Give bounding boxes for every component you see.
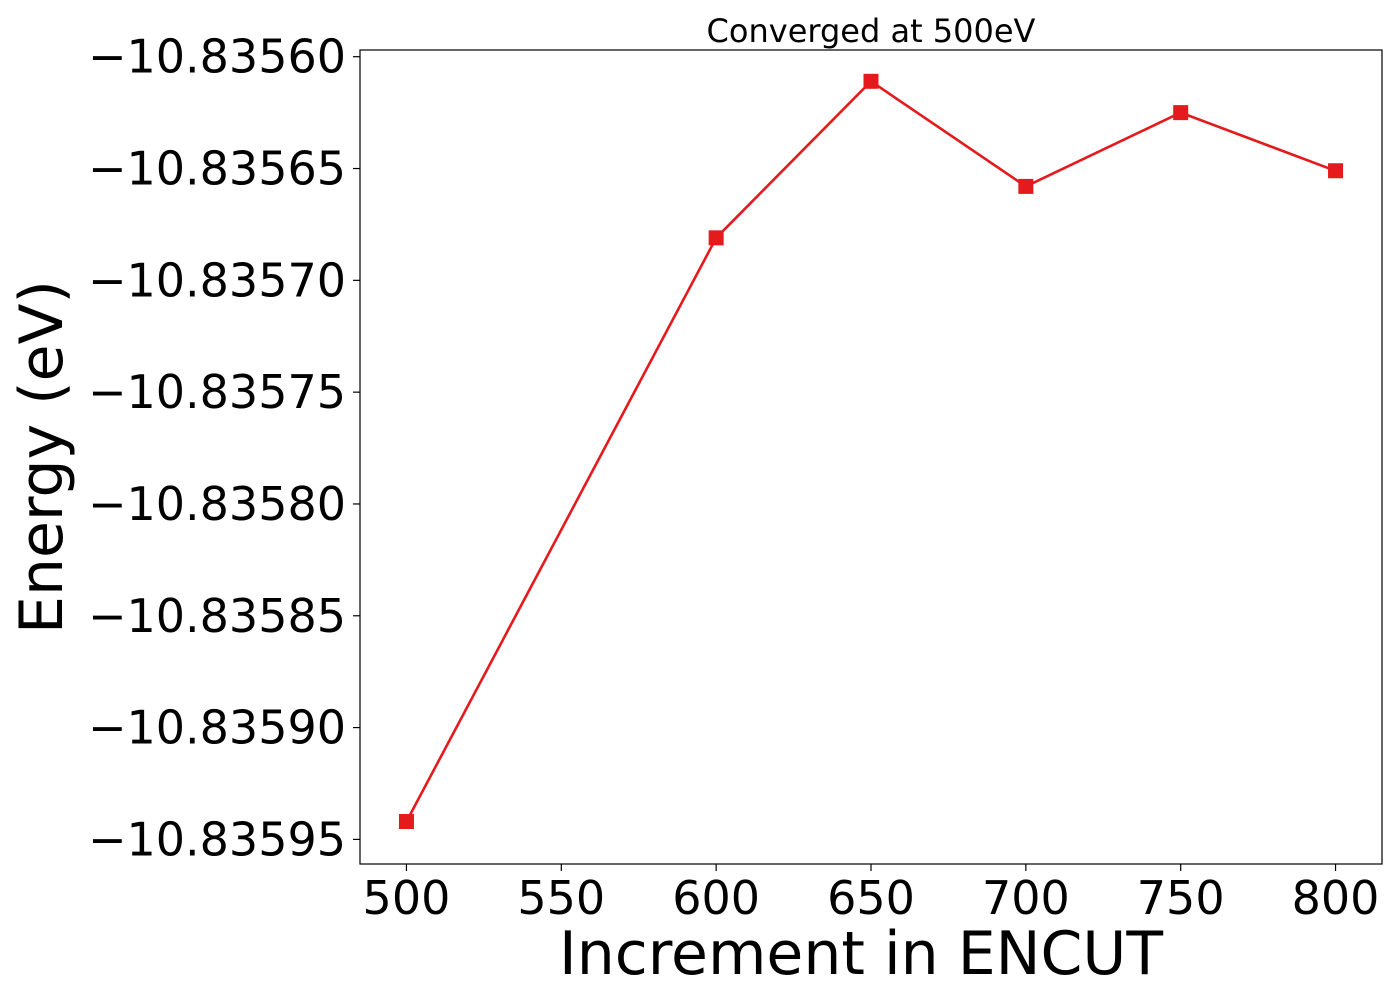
y-tick-label: −10.83595	[88, 812, 346, 866]
data-point	[708, 230, 724, 246]
x-tick-label: 650	[827, 871, 915, 925]
chart-title: Converged at 500eV	[707, 12, 1036, 50]
series-line	[405, 80, 1336, 823]
series-layer	[398, 73, 1344, 830]
x-tick-label: 700	[982, 871, 1070, 925]
y-tick-label: −10.83575	[88, 365, 346, 419]
y-tick-label: −10.83565	[88, 142, 346, 196]
data-point	[863, 73, 879, 89]
y-tick-label: −10.83590	[88, 701, 346, 755]
y-tick-label: −10.83585	[88, 589, 346, 643]
data-point	[1328, 163, 1344, 179]
y-axis-ticks: −10.83560 −10.83565 −10.83570 −10.83575 −10.…	[88, 30, 360, 866]
x-tick-label: 600	[672, 871, 760, 925]
data-point	[1173, 105, 1189, 121]
y-axis-label: Energy (eV)	[7, 280, 77, 634]
y-tick-label: −10.83560	[88, 30, 346, 84]
x-axis-ticks: 500 550 600 650 700 750 800	[363, 864, 1380, 925]
data-point	[1018, 178, 1034, 194]
x-tick-label: 800	[1292, 871, 1380, 925]
plot-frame	[359, 49, 1383, 865]
y-tick-label: −10.83570	[88, 253, 346, 307]
x-tick-label: 550	[517, 871, 605, 925]
x-tick-label: 500	[363, 871, 451, 925]
x-axis-label: Increment in ENCUT	[559, 919, 1163, 989]
x-tick-label: 750	[1137, 871, 1225, 925]
y-tick-label: −10.83580	[88, 477, 346, 531]
data-point	[398, 814, 414, 830]
plot-area	[360, 50, 1382, 864]
